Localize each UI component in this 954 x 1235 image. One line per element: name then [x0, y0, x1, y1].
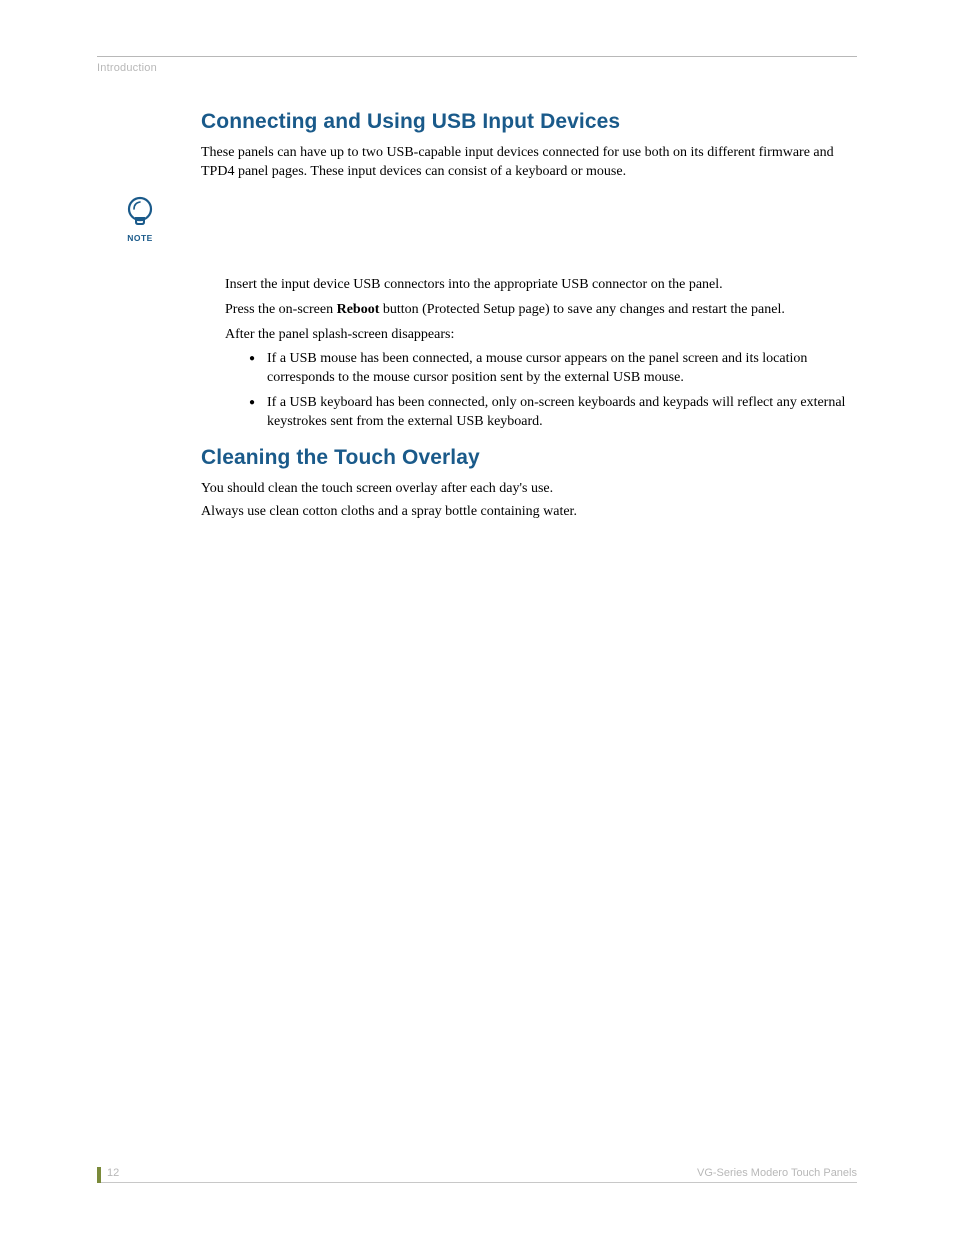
lightbulb-icon [118, 195, 162, 231]
footer-page-number: 12 [107, 1167, 119, 1179]
footer-document-title: VG-Series Modero Touch Panels [697, 1167, 857, 1179]
step-insert-usb: Insert the input device USB connectors i… [225, 276, 861, 295]
section-cleaning: Cleaning the Touch Overlay You should cl… [201, 446, 861, 522]
step-reboot: Press the on-screen Reboot button (Prote… [225, 301, 861, 320]
steps-block: Insert the input device USB connectors i… [225, 276, 861, 345]
heading-usb-devices: Connecting and Using USB Input Devices [201, 110, 861, 134]
bullet-keyboard: If a USB keyboard has been connected, on… [249, 394, 861, 432]
content-area: Connecting and Using USB Input Devices T… [201, 110, 861, 526]
note-label: NOTE [118, 233, 162, 243]
bullet-list: If a USB mouse has been connected, a mou… [249, 350, 861, 432]
page-footer: 12 VG-Series Modero Touch Panels [97, 1167, 857, 1187]
heading-cleaning: Cleaning the Touch Overlay [201, 446, 861, 470]
header-rule [97, 56, 857, 57]
step-reboot-pre: Press the on-screen [225, 302, 337, 317]
step-after-splash: After the panel splash-screen disappears… [225, 326, 861, 345]
note-callout: NOTE [118, 195, 162, 243]
cleaning-p2: Always use clean cotton cloths and a spr… [201, 503, 861, 522]
document-page: Introduction NOTE Connecting and Using U… [0, 0, 954, 1235]
footer-accent-bar [97, 1167, 101, 1183]
cleaning-p1: You should clean the touch screen overla… [201, 480, 861, 499]
reboot-bold: Reboot [337, 302, 380, 317]
bullet-mouse: If a USB mouse has been connected, a mou… [249, 350, 861, 388]
footer-rule [101, 1182, 857, 1183]
step-reboot-post: button (Protected Setup page) to save an… [379, 302, 784, 317]
intro-paragraph: These panels can have up to two USB-capa… [201, 144, 861, 182]
note-spacer [201, 186, 861, 276]
header-section-label: Introduction [97, 62, 157, 74]
